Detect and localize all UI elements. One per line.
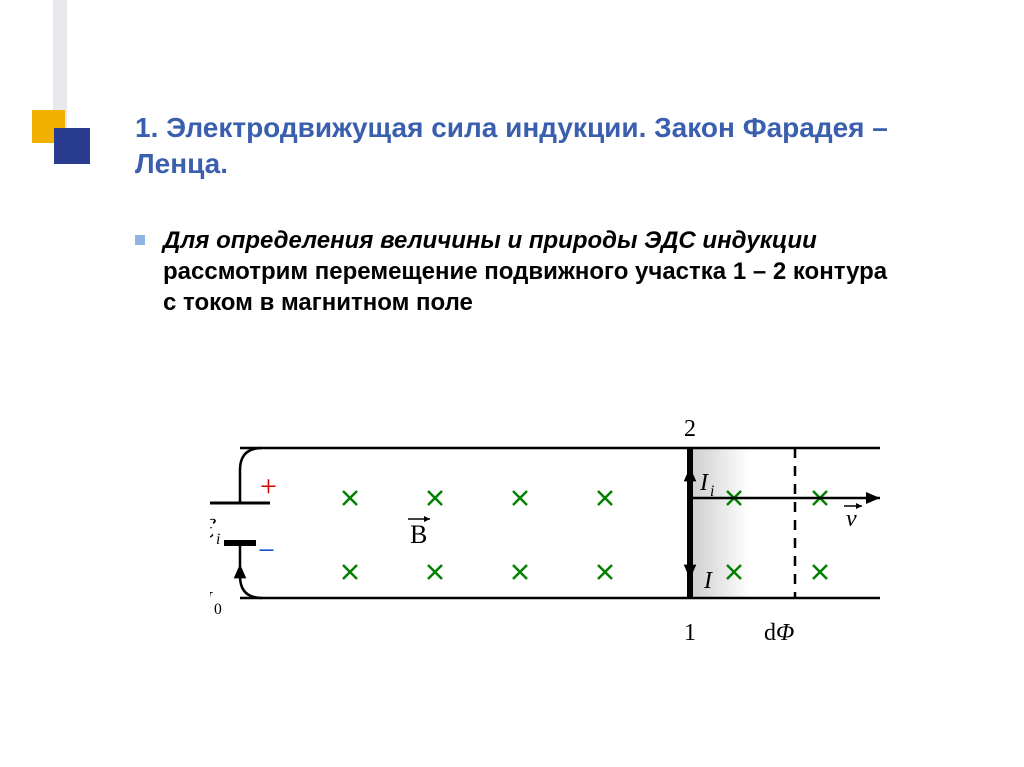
svg-text:+: + — [260, 470, 277, 503]
slide-title: 1. Электродвижущая сила индукции. Закон … — [135, 110, 895, 183]
slide-body: Для определения величины и природы ЭДС и… — [135, 225, 895, 319]
svg-text:0: 0 — [214, 601, 222, 618]
bullet-icon — [135, 235, 145, 245]
svg-text:1: 1 — [684, 620, 696, 646]
slide-decoration — [0, 0, 100, 170]
body-italic: Для определения величины и природы ЭДС и… — [163, 227, 817, 254]
svg-text:−: − — [258, 534, 275, 567]
body-rest: рассмотрим перемещение подвижного участк… — [163, 258, 887, 316]
svg-text:i: i — [710, 483, 714, 500]
circuit-diagram: ℰi+−BI0IiIv12dΦ — [210, 398, 910, 658]
svg-text:2: 2 — [684, 416, 696, 442]
svg-text:dΦ: dΦ — [764, 620, 794, 646]
svg-text:B: B — [410, 520, 427, 549]
svg-text:v: v — [846, 506, 857, 532]
svg-text:I: I — [210, 588, 213, 614]
svg-text:I: I — [703, 568, 713, 594]
svg-text:I: I — [699, 470, 709, 496]
svg-text:i: i — [216, 531, 220, 548]
